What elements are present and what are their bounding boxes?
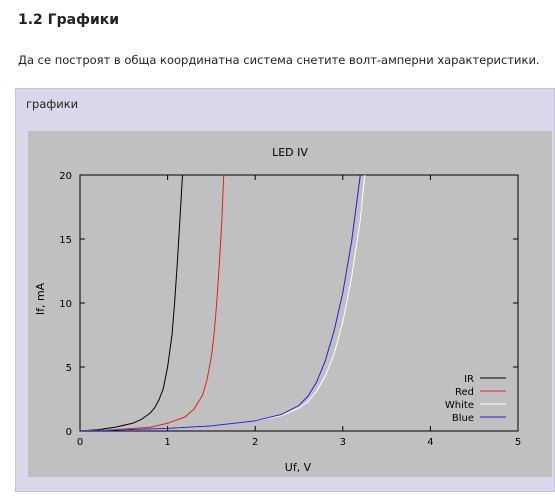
y-tick-label: 20 [59, 171, 72, 182]
chart-container: LED IV Uf, V If, mA 0 1 2 3 4 5 0 5 10 15 20 IR Red W… [28, 131, 552, 477]
section-intro: Да се построят в обща координатна систем… [18, 53, 540, 67]
led-iv-chart: LED IV Uf, V If, mA 0 1 2 3 4 5 0 5 10 15 20 IR Red W… [28, 131, 552, 477]
chart-title: LED IV [272, 146, 308, 159]
chart-background [28, 131, 552, 477]
x-axis-label: Uf, V [285, 461, 312, 474]
x-tick-label: 5 [515, 437, 521, 448]
x-tick-label: 4 [427, 437, 433, 448]
series-line-red [80, 175, 225, 431]
x-tick-label: 2 [252, 437, 258, 448]
y-tick-label: 0 [66, 427, 72, 438]
y-tick-label: 15 [59, 235, 72, 246]
plot-area: 0 1 2 3 4 5 0 5 10 15 20 IR Red White Blue [59, 171, 521, 448]
legend-label-white: White [445, 400, 474, 411]
legend-label-blue: Blue [452, 413, 474, 424]
series-line-blue [80, 175, 361, 431]
legend-label-ir: IR [464, 374, 474, 385]
section-title: 1.2 Графики [18, 12, 120, 28]
y-tick-label: 5 [66, 363, 72, 374]
x-tick-label: 1 [164, 437, 170, 448]
x-tick-label: 3 [340, 437, 346, 448]
y-tick-label: 10 [59, 299, 72, 310]
panel-label: графики [26, 97, 79, 111]
graphs-panel: графики LED IV Uf, V If, mA 0 1 2 3 4 5 0 5 10 15… [15, 88, 555, 492]
series-line-ir [80, 175, 183, 431]
legend-label-red: Red [455, 387, 474, 398]
y-axis-label: If, mA [34, 282, 47, 315]
x-tick-label: 0 [77, 437, 83, 448]
